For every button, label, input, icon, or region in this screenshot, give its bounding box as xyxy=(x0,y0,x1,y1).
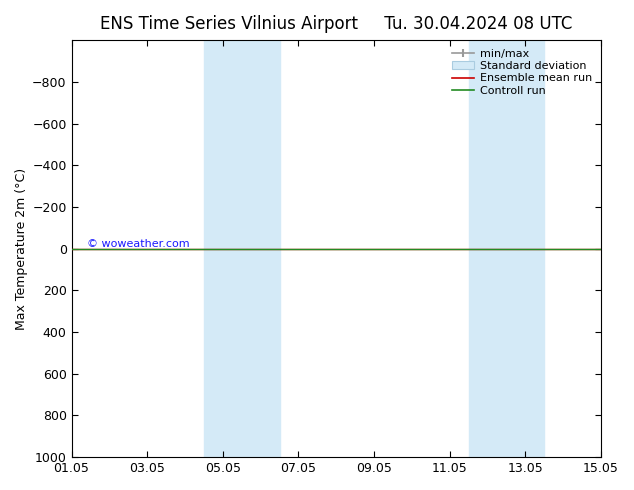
Title: ENS Time Series Vilnius Airport     Tu. 30.04.2024 08 UTC: ENS Time Series Vilnius Airport Tu. 30.0… xyxy=(100,15,573,33)
Bar xyxy=(469,40,545,457)
Bar xyxy=(204,40,280,457)
Y-axis label: Max Temperature 2m (°C): Max Temperature 2m (°C) xyxy=(15,168,28,330)
Text: © woweather.com: © woweather.com xyxy=(87,239,190,248)
Legend: min/max, Standard deviation, Ensemble mean run, Controll run: min/max, Standard deviation, Ensemble me… xyxy=(449,46,595,99)
